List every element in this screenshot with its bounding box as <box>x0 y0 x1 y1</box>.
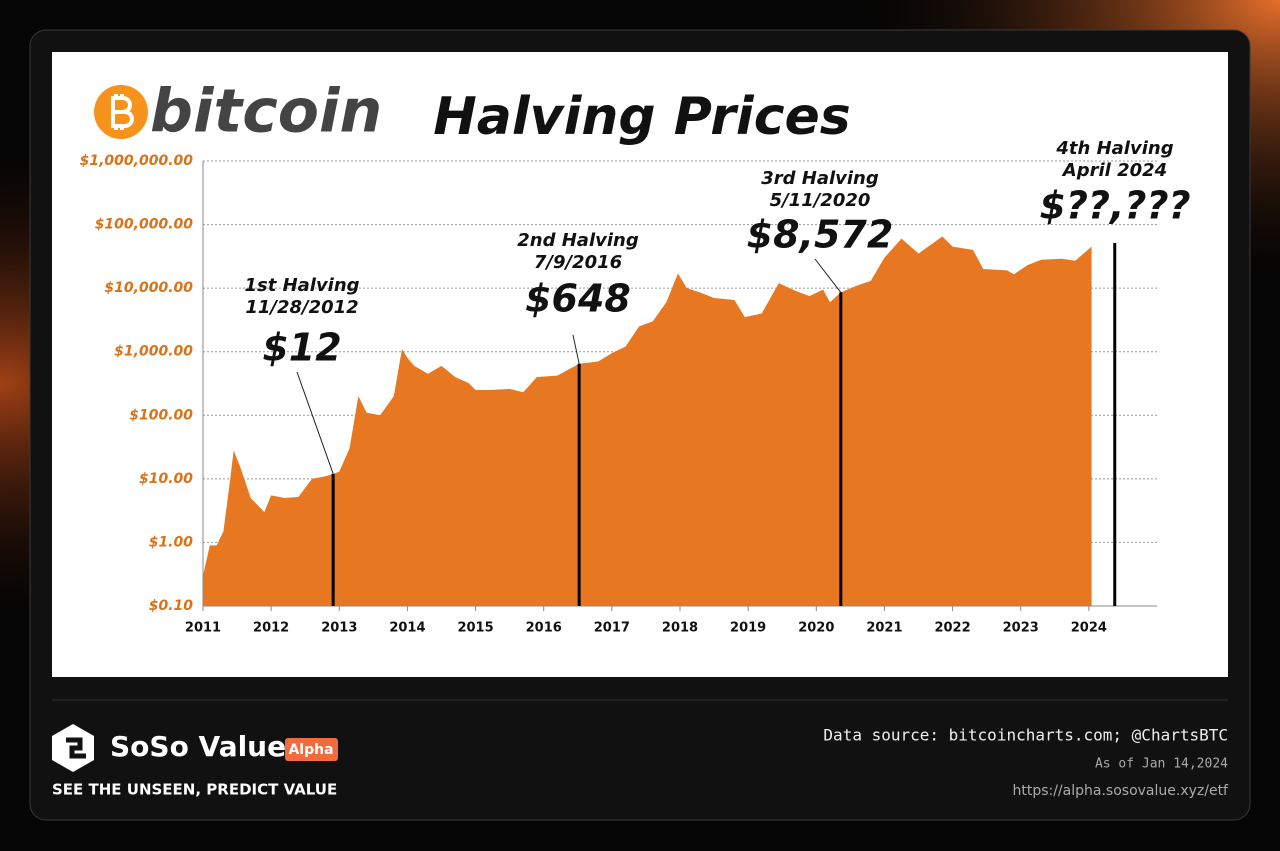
logo-mark <box>66 737 86 759</box>
x-tick-label: 2014 <box>389 621 425 636</box>
x-tick-label: 2017 <box>594 621 630 636</box>
badge-bg <box>285 738 338 761</box>
x-tick-label: 2013 <box>321 621 357 636</box>
as-of: As of Jan 14,2024 <box>1095 757 1228 772</box>
halving-price: $8,572 <box>747 213 894 257</box>
y-tick-label: $1.00 <box>149 534 194 550</box>
halving-date: 11/28/2012 <box>245 297 358 318</box>
halving-price: $12 <box>262 326 341 370</box>
source: Data source: bitcoincharts.com; @ChartsB… <box>823 726 1228 745</box>
halving-name: 3rd Halving <box>761 168 879 189</box>
chart-title: Halving Prices <box>433 87 851 147</box>
x-tick-label: 2023 <box>1003 621 1039 636</box>
halving-name: 2nd Halving <box>517 230 639 251</box>
y-tick-label: $10,000.00 <box>104 280 193 296</box>
y-tick-label: $10.00 <box>139 471 193 487</box>
y-tick-label: $1,000.00 <box>114 344 193 360</box>
x-tick-label: 2018 <box>662 621 698 636</box>
x-tick-label: 2016 <box>526 621 562 636</box>
halving-name: 4th Halving <box>1055 138 1173 159</box>
price-area <box>203 236 1092 607</box>
halving-price: $??,??? <box>1039 184 1190 228</box>
leader-line <box>572 334 580 364</box>
halving-date: April 2024 <box>1061 160 1167 181</box>
logo-glyph <box>111 94 134 130</box>
y-tick-label: $100,000.00 <box>95 217 194 233</box>
y-tick-label: $0.10 <box>149 598 194 614</box>
leader-line <box>296 371 334 474</box>
x-tick-label: 2019 <box>730 621 766 636</box>
halving-price: $648 <box>525 277 631 321</box>
brand: SoSo Value <box>110 730 286 763</box>
x-tick-label: 2022 <box>934 621 970 636</box>
bitcoin-logo: bitcoin <box>94 77 382 147</box>
halving-date: 5/11/2020 <box>770 190 871 211</box>
y-tick-label: $100.00 <box>129 407 193 423</box>
tagline: SEE THE UNSEEN, PREDICT VALUE <box>52 781 337 799</box>
x-tick-label: 2021 <box>866 621 902 636</box>
halving-name: 1st Halving <box>244 275 359 296</box>
plot: $0.10 $1.00 $10.00 $100.00 $1,000.00 $10,000.… <box>80 138 1191 636</box>
x-tick-label: 2012 <box>253 621 289 636</box>
halving-date: 7/9/2016 <box>534 252 622 273</box>
x-tick-label: 2020 <box>798 621 834 636</box>
url: https://alpha.sosovalue.xyz/etf <box>1012 783 1229 799</box>
x-tick-label: 2015 <box>457 621 493 636</box>
x-tick-label: 2024 <box>1071 621 1107 636</box>
y-tick-label: $1,000,000.00 <box>80 153 194 169</box>
x-tick-label: 2011 <box>185 621 221 636</box>
sosovalue-logo <box>52 724 94 772</box>
logo-text: bitcoin <box>150 77 382 147</box>
leader-line <box>814 258 842 293</box>
badge: Alpha <box>288 742 333 758</box>
